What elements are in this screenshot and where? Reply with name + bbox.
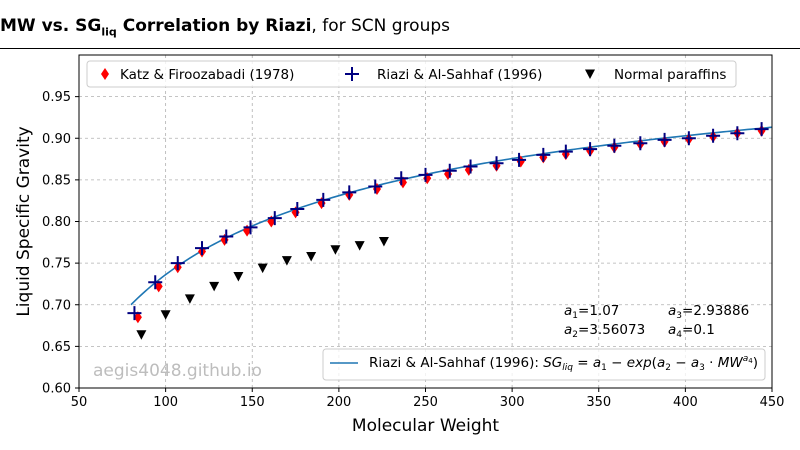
legend-label-riazi: Riazi & Al-Sahhaf (1996): [377, 67, 542, 83]
legend-curve-prefix: Riazi & Al-Sahhaf (1996):: [369, 355, 543, 371]
riazi-point: [342, 185, 357, 200]
title-bold-sub: liq: [101, 25, 117, 39]
curve-layer: [130, 126, 773, 306]
y-tick-label: 0.65: [42, 340, 71, 355]
legend-marker-katz: [101, 68, 109, 80]
riazi-point: [536, 147, 551, 162]
katz-point: [154, 280, 163, 293]
riazi-point: [442, 163, 457, 178]
riazi-point: [267, 211, 282, 226]
riazi-point: [730, 126, 745, 141]
x-tick-label: 350: [586, 395, 611, 410]
grid: [79, 55, 772, 388]
y-tick-label: 0.80: [42, 215, 71, 230]
y-tick-label: 0.95: [42, 90, 71, 105]
paraffin-point: [233, 271, 244, 282]
title-bold-sg: SG: [75, 16, 102, 36]
riazi-point: [754, 122, 769, 137]
coefficient-annotation: a1=1.07 a3=2.93886 a2=3.56073 a4=0.1: [564, 303, 749, 340]
riazi-point: [316, 192, 331, 207]
riazi-point: [127, 306, 142, 321]
coef-a3: a3=2.93886: [668, 303, 749, 321]
x-tick-label: 50: [71, 395, 88, 410]
x-tick-label: 450: [760, 395, 785, 410]
watermark: aegis4048.github.io: [93, 361, 262, 381]
riazi-point: [418, 167, 433, 182]
y-tick-label: 0.60: [42, 382, 71, 397]
riazi-point: [463, 159, 478, 174]
riazi-point: [219, 229, 234, 244]
coef-a2: a2=3.56073: [564, 322, 645, 340]
title-bold-rest: Correlation by Riazi: [122, 16, 312, 36]
x-tick-label: 150: [240, 395, 265, 410]
data-points: [127, 122, 769, 340]
paraffin-point: [257, 263, 268, 274]
paraffin-point: [306, 251, 317, 262]
legend-marker-riazi: [345, 67, 359, 81]
riazi-point: [633, 136, 648, 151]
chart-title: MW vs. SGliq Correlation by Riazi, for S…: [0, 16, 800, 38]
coef-a2-value: 3.56073: [589, 322, 645, 338]
coef-a3-value: 2.93886: [693, 303, 749, 319]
legend-marker: [585, 69, 595, 79]
y-tick-label: 0.85: [42, 173, 71, 188]
paraffin-point: [378, 236, 389, 247]
axis-ticks: 50 100 150 200 250 300 350 400 450 0.60 0.65 0.70 0.…: [42, 90, 784, 410]
riazi-point: [583, 142, 598, 157]
y-tick-label: 0.75: [42, 257, 71, 272]
y-tick-label: 0.90: [42, 132, 71, 147]
riazi-point: [681, 131, 696, 146]
x-tick-label: 100: [153, 395, 178, 410]
y-tick-label: 0.70: [42, 298, 71, 313]
coef-a4-value: 0.1: [693, 322, 714, 338]
riazi-point: [368, 179, 383, 194]
paraffin-point: [281, 256, 292, 266]
legend-top: Katz & Firoozabadi (1978) Riazi & Al-Sah…: [86, 60, 737, 88]
riazi-point: [512, 152, 527, 167]
x-tick-label: 250: [413, 395, 438, 410]
coef-a4: a4=0.1: [668, 322, 715, 340]
paraffin-point: [184, 294, 195, 304]
coef-a1: a1=1.07: [564, 303, 619, 321]
legend-bottom-box: [322, 348, 766, 381]
title-rule: [0, 48, 800, 49]
legend-bottom: Riazi & Al-Sahhaf (1996): SGliq = a1 − e…: [322, 348, 766, 381]
paraffin-point: [160, 310, 171, 320]
legend-marker: [101, 68, 109, 80]
legend-label-paraffins: Normal paraffins: [614, 67, 726, 83]
riazi-point: [148, 275, 163, 290]
x-tick-label: 200: [326, 395, 351, 410]
correlation-curve: [130, 126, 773, 306]
x-tick-label: 400: [673, 395, 698, 410]
riazi-point: [489, 156, 504, 171]
katz-point: [133, 311, 142, 324]
legend-marker-paraffins: [585, 69, 595, 79]
paraffin-point: [209, 281, 220, 292]
riazi-point: [170, 256, 185, 271]
legend-marker: [345, 67, 359, 81]
riazi-point: [706, 128, 721, 143]
paraffin-point: [330, 245, 341, 255]
riazi-point: [657, 132, 672, 147]
coef-a1-value: 1.07: [589, 303, 619, 319]
riazi-point: [243, 220, 258, 235]
legend-top-box: [86, 60, 737, 88]
x-tick-label: 300: [500, 395, 525, 410]
riazi-point: [195, 241, 210, 256]
x-axis-label: Molecular Weight: [352, 416, 499, 436]
y-axis-label: Liquid Specific Gravity: [14, 126, 34, 316]
paraffin-point: [354, 241, 365, 251]
riazi-point: [607, 138, 622, 153]
riazi-point: [290, 202, 305, 217]
legend-label-katz: Katz & Firoozabadi (1978): [120, 67, 294, 83]
legend-curve-label: Riazi & Al-Sahhaf (1996): SGliq = a1 − e…: [369, 354, 758, 373]
paraffin-point: [136, 330, 147, 340]
riazi-point: [394, 171, 409, 186]
title-normal: , for SCN groups: [311, 16, 451, 36]
riazi-point: [558, 144, 573, 159]
title-bold-mw: MW vs.: [0, 16, 70, 36]
